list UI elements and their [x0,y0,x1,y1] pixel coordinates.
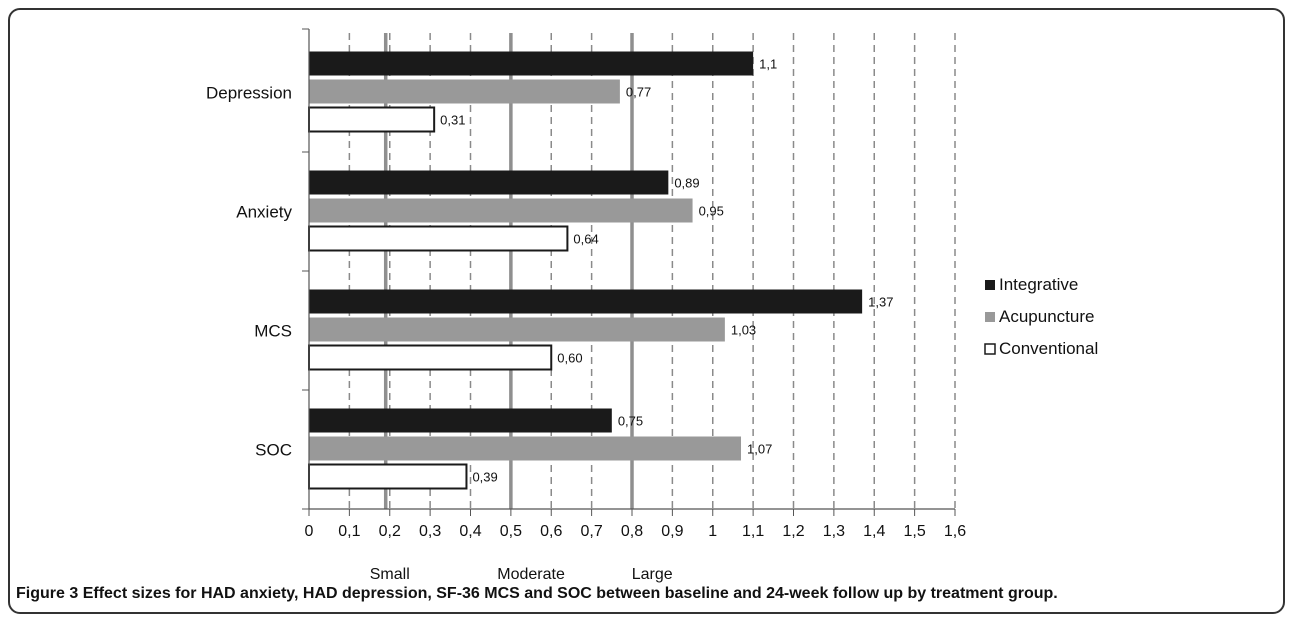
category-label: Depression [206,84,292,103]
x-tick-label: 0 [305,523,314,540]
x-tick-label: 0,7 [581,523,603,540]
data-label: 1,1 [759,57,777,72]
bar-acupuncture [309,436,742,461]
caption-text: Effect sizes for HAD anxiety, HAD depres… [82,585,1058,602]
bar-conventional [308,463,468,490]
data-label: 1,03 [731,323,756,338]
labels: 1,10,770,31Depression0,890,950,64Anxiety… [206,57,966,584]
bar-conventional [308,106,436,133]
data-label: 0,75 [618,414,643,429]
category-label: MCS [254,322,292,341]
bar-acupuncture [309,317,725,342]
data-label: 0,89 [674,176,699,191]
x-tick-label: 0,1 [338,523,360,540]
bar-integrative [309,51,754,76]
x-tick-label: 0,3 [419,523,441,540]
data-label: 0,39 [472,470,497,485]
x-tick-label: 1,2 [782,523,804,540]
data-label: 0,95 [699,204,724,219]
x-tick-label: 1,5 [904,523,926,540]
data-label: 0,64 [573,232,598,247]
legend-label-conventional: Conventional [999,339,1098,358]
effect-size-label: Moderate [497,566,565,583]
x-tick-label: 0,4 [459,523,481,540]
figure-caption: Figure 3 Effect sizes for HAD anxiety, H… [16,585,1281,603]
data-label: 0,31 [440,113,465,128]
effect-size-label: Small [370,566,410,583]
x-tick-label: 0,8 [621,523,643,540]
effect-size-label: Large [632,566,673,583]
x-tick-label: 0,6 [540,523,562,540]
bar-conventional [308,344,553,371]
bar-acupuncture [309,79,620,104]
x-tick-label: 1,4 [863,523,885,540]
data-label: 1,07 [747,442,772,457]
legend-swatch-conventional [984,343,996,355]
x-tick-label: 1,6 [944,523,966,540]
data-label: 0,77 [626,85,651,100]
legend-swatch-integrative [985,280,995,290]
bar-acupuncture [309,198,693,223]
x-tick-label: 0,9 [661,523,683,540]
legend: Integrative Acupuncture Conventional [984,275,1098,358]
x-tick-label: 1,3 [823,523,845,540]
x-tick-label: 1,1 [742,523,764,540]
x-tick-label: 0,5 [500,523,522,540]
category-label: Anxiety [236,203,292,222]
bar-integrative [309,170,669,195]
legend-swatch-acupuncture [985,312,995,322]
bar-conventional [308,225,569,252]
data-label: 0,60 [557,351,582,366]
category-label: SOC [255,441,292,460]
x-tick-label: 1 [708,523,717,540]
bar-integrative [309,289,863,314]
bars [308,51,863,490]
caption-label: Figure 3 [16,585,79,602]
data-label: 1,37 [868,295,893,310]
legend-label-acupuncture: Acupuncture [999,307,1094,326]
bar-integrative [309,408,612,433]
figure-frame [8,8,1285,614]
x-tick-label: 0,2 [379,523,401,540]
legend-label-integrative: Integrative [999,275,1078,294]
axes [302,28,956,516]
